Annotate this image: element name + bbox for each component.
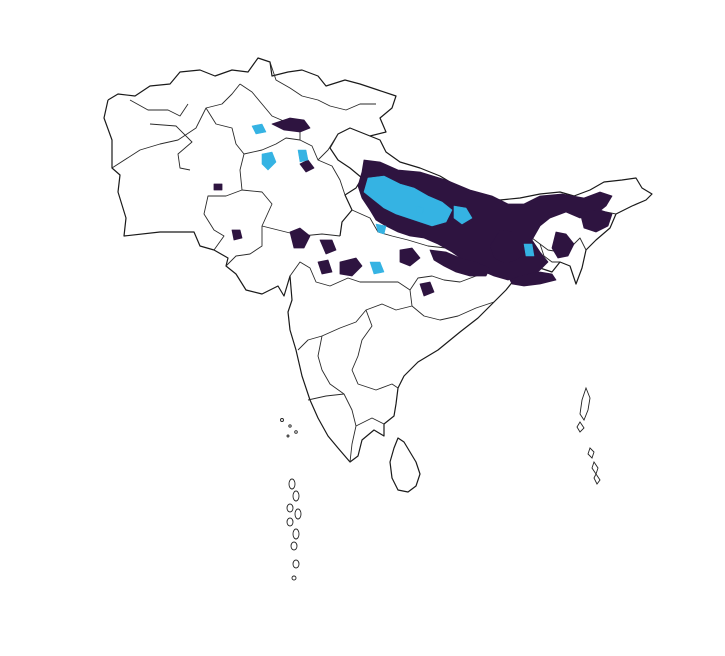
class-light-areas bbox=[251, 123, 535, 275]
outline-sri-lanka bbox=[389, 437, 421, 493]
lakshadweep-islands bbox=[280, 418, 298, 438]
outline-gujarat-coast bbox=[213, 249, 293, 331]
outline-afghanistan-pakistan bbox=[107, 57, 397, 237]
outline-pak-iran bbox=[103, 99, 215, 251]
andaman-nicobar-islands bbox=[576, 386, 601, 485]
maldives-atolls bbox=[286, 478, 302, 581]
outline-west-coast bbox=[289, 279, 515, 463]
